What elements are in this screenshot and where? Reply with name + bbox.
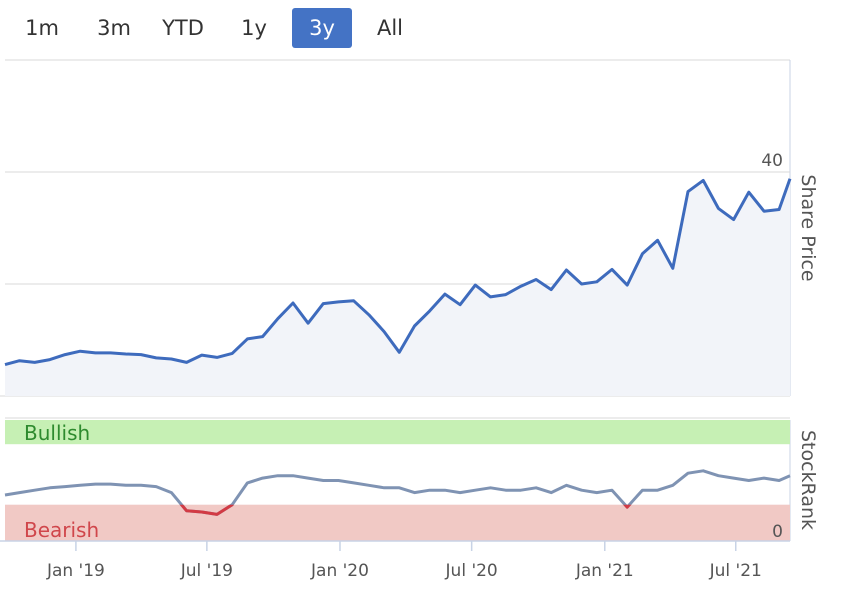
stockrank-line bbox=[4, 469, 791, 516]
range-button-all[interactable]: All bbox=[376, 16, 404, 40]
range-button-1m[interactable]: 1m bbox=[25, 16, 59, 40]
bullish-label: Bullish bbox=[24, 421, 90, 445]
price-line bbox=[4, 178, 792, 367]
price-y-tick-label: 40 bbox=[761, 151, 783, 171]
price-area-fill bbox=[5, 178, 790, 396]
range-button-3y[interactable]: 3y bbox=[292, 8, 352, 48]
bearish-label: Bearish bbox=[24, 518, 99, 542]
range-button-1y[interactable]: 1y bbox=[241, 16, 267, 40]
x-tick-label: Jan '21 bbox=[575, 561, 634, 581]
range-button-ytd[interactable]: YTD bbox=[162, 16, 204, 40]
x-tick-label: Jul '19 bbox=[180, 561, 233, 581]
bearish-band bbox=[5, 504, 790, 541]
x-tick-label: Jul '21 bbox=[709, 561, 762, 581]
price-y-axis-title: Share Price bbox=[797, 174, 819, 281]
range-selector: 1m 3m YTD 1y 3y All bbox=[0, 8, 460, 52]
bullish-band bbox=[5, 420, 790, 445]
rank-y-tick-label: 0 bbox=[772, 522, 783, 542]
x-tick-label: Jan '19 bbox=[46, 561, 105, 581]
rank-y-axis-title: StockRank bbox=[797, 430, 819, 530]
x-tick-label: Jan '20 bbox=[310, 561, 369, 581]
range-button-3m[interactable]: 3m bbox=[97, 16, 131, 40]
x-tick-label: Jul '20 bbox=[445, 561, 498, 581]
